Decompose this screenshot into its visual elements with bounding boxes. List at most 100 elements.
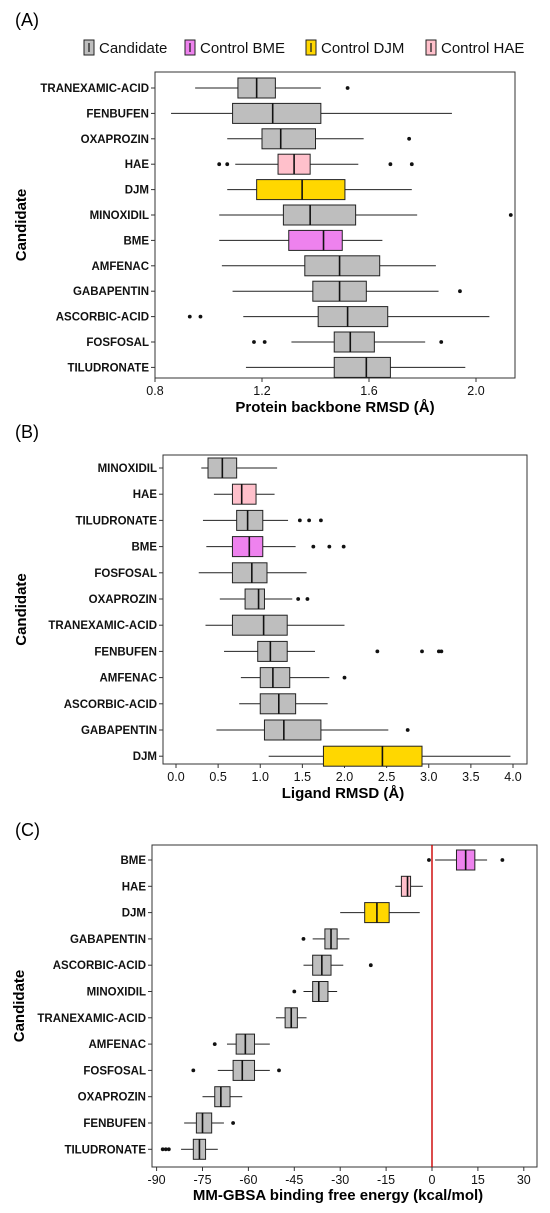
box [263, 719, 322, 741]
x-tick-label: 1.0 [252, 770, 269, 784]
box [322, 745, 423, 767]
x-tick-label: -90 [148, 1173, 166, 1187]
x-tick-label: 1.6 [360, 384, 377, 398]
outlier-point [262, 340, 267, 344]
category-label: OXAPROZIN [81, 134, 149, 146]
outlier-point [305, 597, 310, 601]
category-label: TILUDRONATE [64, 1144, 146, 1156]
outlier-point [439, 340, 444, 344]
outlier-point [212, 1042, 217, 1046]
outlier-point [342, 675, 347, 680]
legend-label-2: Control DJM [321, 40, 404, 57]
box [257, 640, 288, 662]
category-label: TILUDRONATE [75, 515, 157, 527]
panel-b: (B) 0.0 0.5 1.0 1.5 2.0 2.5 3.0 3.5 4.0 Ligand RMS… [13, 422, 528, 802]
outlier-point [160, 1147, 165, 1152]
category-label: BME [123, 235, 149, 247]
box [282, 204, 357, 226]
x-axis-title: Ligand RMSD (Å) [282, 785, 404, 802]
legend: Candidate Control BME Control DJM Control H… [83, 39, 524, 57]
outlier-point [420, 649, 424, 654]
category-label: BME [120, 855, 146, 867]
category-label: FENBUFEN [86, 108, 149, 120]
category-label: DJM [133, 751, 157, 763]
category-label: AMFENAC [100, 673, 158, 685]
panel-label: (A) [15, 10, 39, 30]
category-label: OXAPROZIN [78, 1092, 146, 1104]
outlier-point [345, 86, 350, 90]
outlier-point [407, 136, 412, 141]
category-label: TRANEXAMIC-ACID [37, 1013, 146, 1025]
outlier-point [296, 597, 301, 601]
x-axis-title: Protein backbone RMSD (Å) [235, 399, 434, 416]
y-axis-title: Candidate [11, 970, 28, 1043]
outlier-point [319, 518, 323, 523]
category-label: AMFENAC [89, 1039, 147, 1051]
box [317, 306, 389, 328]
x-tick-label: -45 [285, 1173, 303, 1187]
box [256, 179, 346, 201]
outlier-point [327, 544, 332, 549]
x-tick-label: 0.8 [146, 384, 163, 398]
x-tick-label: 1.2 [253, 384, 270, 398]
x-tick-label: 4.0 [504, 770, 521, 784]
box [261, 128, 316, 150]
x-tick-label: -30 [331, 1173, 349, 1187]
box [288, 229, 343, 251]
panel-label: (B) [15, 422, 39, 442]
box [231, 562, 268, 584]
panel-label: (C) [15, 820, 40, 840]
outlier-point [508, 213, 513, 217]
box [231, 614, 288, 636]
box [304, 255, 381, 277]
category-label: DJM [122, 908, 146, 920]
category-label: MINOXIDIL [98, 463, 157, 475]
outlier-point [439, 649, 444, 654]
outlier-point [458, 289, 462, 294]
legend-label-0: Candidate [99, 40, 167, 57]
outlier-point [307, 518, 312, 523]
box [231, 483, 257, 505]
x-tick-label: 3.5 [462, 770, 479, 784]
outlier-point [388, 162, 393, 167]
plot-border [151, 844, 538, 1168]
outlier-point [198, 314, 203, 319]
outlier-point [405, 728, 410, 732]
category-label: GABAPENTIN [81, 725, 157, 737]
box [214, 1086, 231, 1108]
outlier-point [409, 162, 414, 167]
category-label: TILUDRONATE [67, 362, 149, 374]
box [231, 536, 264, 558]
box [333, 356, 391, 378]
outlier-point [341, 544, 346, 549]
outlier-point [297, 518, 302, 523]
outlier-point [277, 1068, 281, 1073]
box [232, 102, 322, 124]
category-label: GABAPENTIN [73, 286, 149, 298]
category-label: FOSFOSAL [94, 568, 157, 580]
category-label: GABAPENTIN [70, 934, 146, 946]
box [195, 1112, 213, 1134]
outlier-point [375, 649, 380, 654]
panel-a: (A) 0.8 1.2 1.6 2.0 Protein backbone RMSD (Å)… [13, 10, 516, 416]
category-label: AMFENAC [92, 261, 150, 273]
outlier-point [163, 1147, 168, 1152]
category-label: OXAPROZIN [89, 594, 157, 606]
x-tick-label: 2.0 [467, 384, 484, 398]
x-tick-label: 2.5 [378, 770, 395, 784]
x-tick-label: 0.5 [209, 770, 226, 784]
outlier-point [217, 162, 222, 167]
box [400, 875, 412, 897]
box [259, 693, 297, 715]
x-axis-title: MM-GBSA binding free energy (kcal/mol) [193, 1187, 483, 1204]
x-tick-label: -60 [239, 1173, 257, 1187]
plot-border [154, 71, 516, 379]
plot-border [162, 454, 528, 765]
x-tick-label: 3.0 [420, 770, 437, 784]
x-tick-label: -15 [377, 1173, 395, 1187]
y-axis-title: Candidate [13, 189, 30, 262]
outlier-point [301, 937, 306, 941]
category-label: ASCORBIC-ACID [53, 960, 146, 972]
box [232, 1059, 256, 1081]
